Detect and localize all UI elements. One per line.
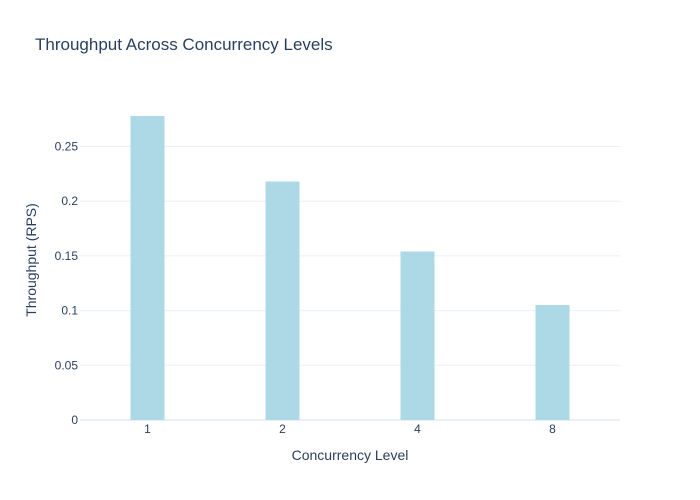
bar-1 bbox=[130, 115, 165, 420]
y-tick-label: 0.05 bbox=[55, 358, 79, 372]
x-tick-label: 4 bbox=[414, 422, 421, 436]
bars bbox=[130, 115, 570, 420]
gridlines bbox=[80, 145, 620, 421]
chart-title: Throughput Across Concurrency Levels bbox=[35, 35, 333, 54]
bar-8 bbox=[535, 305, 570, 420]
y-tick-label: 0 bbox=[71, 413, 78, 427]
y-tick-label: 0.15 bbox=[55, 249, 79, 263]
y-tick-label: 0.25 bbox=[55, 139, 79, 153]
x-axis: 1 2 4 8 bbox=[144, 422, 556, 436]
x-tick-label: 8 bbox=[549, 422, 556, 436]
x-tick-label: 2 bbox=[279, 422, 286, 436]
x-axis-title: Concurrency Level bbox=[292, 447, 409, 463]
bar-2 bbox=[265, 181, 300, 420]
bar-4 bbox=[400, 251, 435, 420]
y-tick-label: 0.1 bbox=[61, 304, 78, 318]
y-axis-title: Throughput (RPS) bbox=[23, 203, 39, 317]
y-tick-label: 0.2 bbox=[61, 194, 78, 208]
x-tick-label: 1 bbox=[144, 422, 151, 436]
y-axis: 0 0.05 0.1 0.15 0.2 0.25 bbox=[55, 139, 79, 427]
